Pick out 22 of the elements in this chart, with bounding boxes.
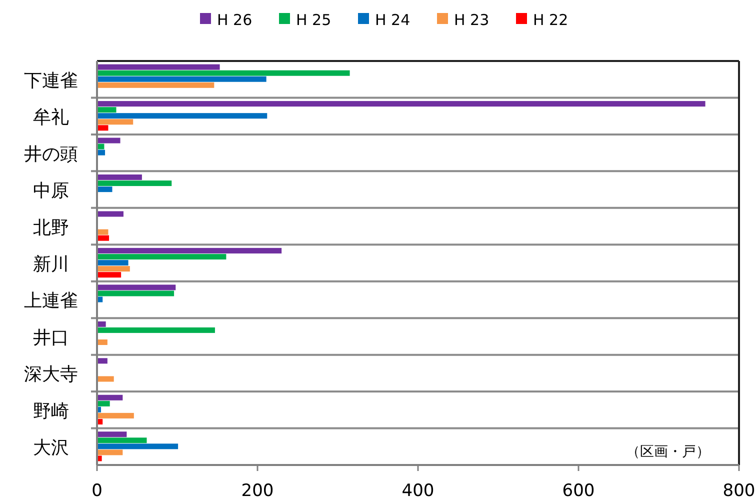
legend-label: H 24 [375, 11, 410, 29]
y-tick-label: 下連雀 [24, 70, 78, 92]
y-tick-label: 野崎 [33, 400, 69, 422]
x-tick-label: 200 [241, 481, 274, 501]
legend-label: H 26 [217, 11, 252, 29]
y-tick-label: 井口 [33, 327, 69, 348]
y-tick-label: 新川 [33, 254, 69, 275]
y-tick-label: 井の頭 [24, 144, 78, 165]
x-tick-label: 800 [722, 481, 755, 501]
legend-label: H 25 [296, 11, 332, 29]
legend-label: H 22 [533, 11, 568, 29]
y-tick-label: 大沢 [33, 438, 69, 459]
x-tick-label: 0 [92, 481, 102, 501]
x-tick-label: 600 [562, 481, 595, 501]
y-tick-label: 北野 [33, 217, 69, 238]
legend-label: H 23 [454, 11, 490, 29]
y-tick-label: 深大寺 [24, 364, 78, 386]
y-tick-label: 上連雀 [24, 290, 78, 312]
y-tick-label: 中原 [33, 180, 69, 202]
y-tick-label: 牟礼 [33, 107, 69, 128]
annotation: （区画・戸） [626, 444, 710, 460]
x-tick-label: 400 [402, 481, 434, 501]
